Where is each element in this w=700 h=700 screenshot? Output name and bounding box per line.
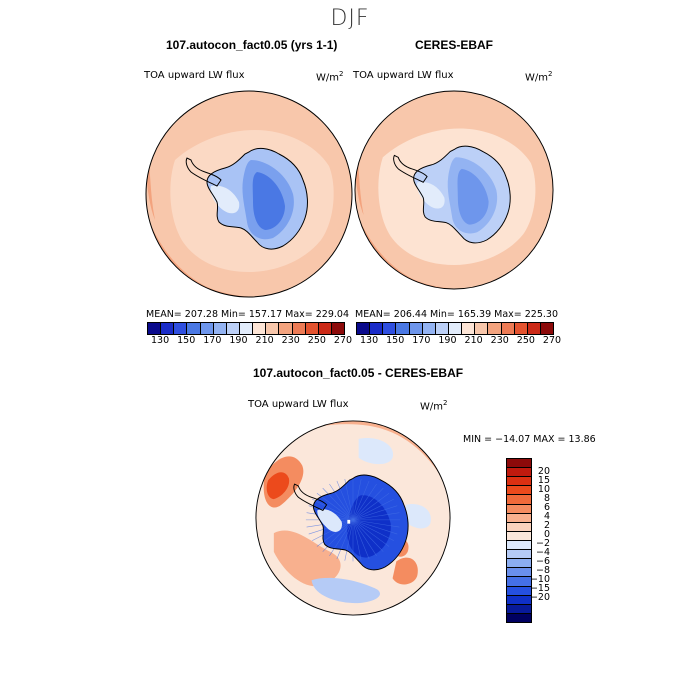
colorbar-tick-label: 170 bbox=[203, 335, 222, 346]
colorbar-label: 15 bbox=[537, 474, 550, 486]
colorbar-cell bbox=[239, 323, 254, 334]
colorbar-cell bbox=[279, 323, 293, 334]
colorbar-cell bbox=[514, 323, 528, 334]
colorbar-cell bbox=[488, 323, 502, 334]
colorbar-tick-label: 250 bbox=[307, 335, 326, 346]
colorbar-tick-label: 190 bbox=[229, 335, 248, 346]
colorbar-cell bbox=[148, 323, 162, 334]
diff-units-label: W/m2 bbox=[420, 399, 448, 413]
diff-panel-title: 107.autocon_fact0.05 - CERES-EBAF bbox=[253, 366, 464, 380]
obs-variable-label: TOA upward LW flux bbox=[353, 70, 454, 81]
model-units-label: W/m2 bbox=[316, 70, 344, 84]
obs-stats: MEAN= 206.44 Min= 165.39 Max= 225.30 bbox=[355, 309, 559, 320]
colorbar-label: −15 bbox=[529, 583, 550, 595]
diff-variable-label: TOA upward LW flux bbox=[248, 399, 349, 410]
colorbar-tick-label: 210 bbox=[464, 335, 483, 346]
colorbar-cell bbox=[200, 323, 214, 334]
colorbar-cell bbox=[507, 504, 531, 514]
colorbar-tick-label: 210 bbox=[255, 335, 274, 346]
colorbar-cell bbox=[396, 323, 410, 334]
colorbar-cell bbox=[318, 323, 332, 334]
colorbar-cell bbox=[370, 323, 384, 334]
colorbar-cell bbox=[507, 604, 531, 614]
diff-colorbar bbox=[506, 458, 532, 623]
colorbar-cell bbox=[507, 595, 531, 605]
colorbar-cell bbox=[292, 323, 306, 334]
colorbar-label: 8 bbox=[543, 492, 550, 504]
colorbar-cell bbox=[383, 323, 397, 334]
colorbar-label: 6 bbox=[543, 501, 550, 513]
colorbar-label: −6 bbox=[535, 556, 550, 568]
obs-panel-title: CERES-EBAF bbox=[415, 38, 494, 52]
colorbar-cell bbox=[357, 323, 371, 334]
colorbar-label: −2 bbox=[535, 538, 550, 550]
colorbar-cell bbox=[507, 522, 531, 532]
colorbar-label: −20 bbox=[529, 592, 550, 604]
season-title: DJF bbox=[330, 6, 370, 31]
colorbar-cell bbox=[409, 323, 423, 334]
colorbar-cell bbox=[253, 323, 267, 334]
model-polar-map bbox=[145, 90, 353, 298]
colorbar-label: 2 bbox=[543, 519, 550, 531]
colorbar-cell bbox=[448, 323, 463, 334]
colorbar-label: −8 bbox=[535, 565, 550, 577]
colorbar-label: 10 bbox=[537, 483, 550, 495]
colorbar-cell bbox=[475, 323, 489, 334]
colorbar-label: 0 bbox=[543, 528, 550, 540]
obs-polar-map bbox=[354, 90, 554, 290]
colorbar-tick-label: 230 bbox=[490, 335, 509, 346]
colorbar-cell bbox=[226, 323, 240, 334]
colorbar-cell bbox=[507, 577, 531, 587]
colorbar-cell bbox=[507, 550, 531, 560]
colorbar-cell bbox=[462, 323, 476, 334]
colorbar-cell bbox=[507, 568, 531, 578]
model-stats: MEAN= 207.28 Min= 157.17 Max= 229.04 bbox=[146, 309, 350, 320]
colorbar-cell bbox=[507, 613, 531, 622]
obs-colorbar bbox=[356, 322, 554, 335]
colorbar-cell bbox=[507, 513, 531, 523]
colorbar-cell bbox=[540, 323, 554, 334]
colorbar-label: 4 bbox=[543, 510, 550, 522]
model-variable-label: TOA upward LW flux bbox=[144, 70, 245, 81]
colorbar-tick-label: 130 bbox=[359, 335, 379, 346]
colorbar-tick-label: 230 bbox=[281, 335, 300, 346]
colorbar-tick-label: 270 bbox=[542, 335, 562, 346]
colorbar-cell bbox=[305, 323, 319, 334]
colorbar-tick-label: 150 bbox=[386, 335, 405, 346]
colorbar-cell bbox=[507, 540, 531, 551]
colorbar-cell bbox=[501, 323, 515, 334]
colorbar-tick-label: 250 bbox=[516, 335, 535, 346]
model-colorbar bbox=[147, 322, 345, 335]
colorbar-cell bbox=[266, 323, 280, 334]
colorbar-cell bbox=[507, 477, 531, 487]
colorbar-cell bbox=[161, 323, 175, 334]
colorbar-tick-label: 150 bbox=[177, 335, 196, 346]
colorbar-tick-label: 270 bbox=[333, 335, 353, 346]
colorbar-cell bbox=[507, 486, 531, 496]
model-panel-title: 107.autocon_fact0.05 (yrs 1-1) bbox=[166, 38, 338, 52]
colorbar-cell bbox=[174, 323, 188, 334]
colorbar-cell bbox=[422, 323, 436, 334]
colorbar-label: −10 bbox=[529, 574, 550, 586]
colorbar-label: 20 bbox=[537, 465, 550, 477]
colorbar-cell bbox=[507, 468, 531, 478]
diff-stats: MIN = −14.07 MAX = 13.86 bbox=[463, 434, 596, 445]
colorbar-tick-label: 170 bbox=[412, 335, 431, 346]
colorbar-cell bbox=[507, 586, 531, 596]
obs-units-label: W/m2 bbox=[525, 70, 553, 84]
colorbar-cell bbox=[527, 323, 541, 334]
colorbar-cell bbox=[213, 323, 227, 334]
colorbar-cell bbox=[187, 323, 201, 334]
diff-polar-map bbox=[255, 420, 451, 616]
colorbar-cell bbox=[435, 323, 449, 334]
colorbar-label: −4 bbox=[535, 547, 550, 559]
colorbar-cell bbox=[507, 531, 531, 541]
colorbar-cell bbox=[331, 323, 345, 334]
colorbar-tick-label: 130 bbox=[150, 335, 170, 346]
colorbar-cell bbox=[507, 459, 531, 469]
colorbar-tick-label: 190 bbox=[438, 335, 457, 346]
colorbar-cell bbox=[507, 495, 531, 505]
colorbar-cell bbox=[507, 559, 531, 569]
